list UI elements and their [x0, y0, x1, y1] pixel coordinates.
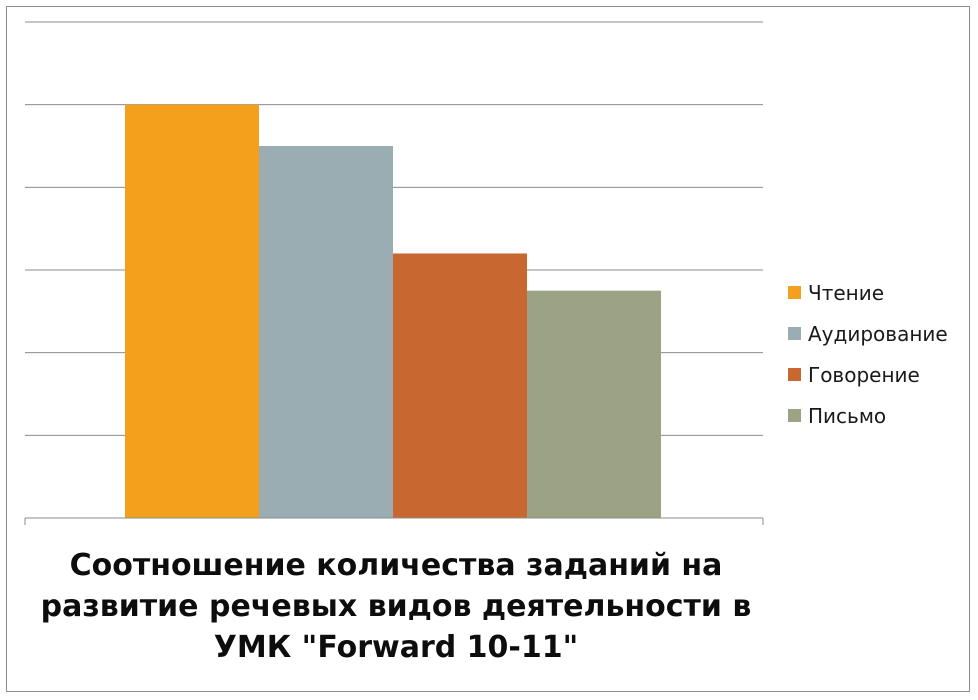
bar-2 [259, 146, 393, 518]
legend-swatch-speaking [788, 368, 801, 381]
chart-title-line-2: развитие речевых видов деятельности в [40, 589, 752, 624]
chart-title-line-1: Соотношение количества заданий на [69, 548, 723, 583]
bars [125, 104, 661, 519]
x-axis [24, 517, 764, 525]
bar-3 [393, 253, 527, 518]
legend: Чтение Аудирование Говорение Письмо [788, 272, 948, 436]
legend-label-writing: Письмо [808, 403, 887, 428]
legend-item-writing: Письмо [788, 395, 948, 436]
legend-swatch-writing [788, 409, 801, 422]
chart-title: Соотношение количества заданий на развит… [0, 545, 792, 668]
bar-4 [527, 290, 661, 518]
legend-label-listening: Аудирование [808, 321, 948, 346]
chart-title-line-3: УМК "Forward 10-11" [213, 630, 579, 665]
legend-item-reading: Чтение [788, 272, 948, 313]
bar-1 [125, 104, 259, 519]
legend-item-listening: Аудирование [788, 313, 948, 354]
legend-item-speaking: Говорение [788, 354, 948, 395]
legend-label-speaking: Говорение [808, 362, 920, 387]
legend-swatch-listening [788, 327, 801, 340]
legend-label-reading: Чтение [808, 280, 885, 305]
legend-swatch-reading [788, 286, 801, 299]
